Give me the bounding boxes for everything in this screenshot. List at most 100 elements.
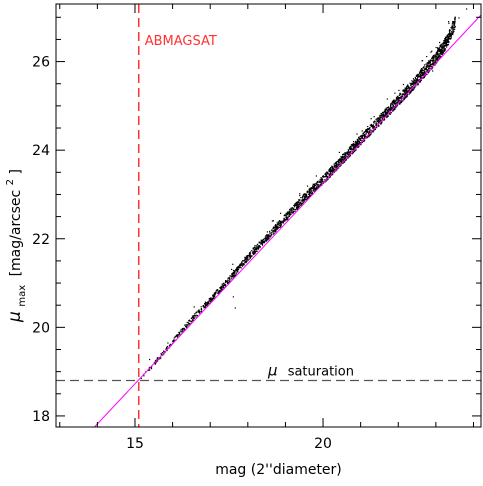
data-point (356, 142, 359, 144)
data-point (399, 97, 401, 99)
data-point (301, 200, 303, 202)
data-point (411, 80, 413, 82)
data-point (280, 224, 282, 226)
data-point (210, 300, 212, 302)
data-point (231, 276, 233, 278)
data-point-outlier (466, 8, 468, 10)
data-point (298, 205, 301, 207)
data-point (331, 167, 333, 169)
data-point (382, 116, 384, 118)
data-point (212, 296, 214, 298)
data-point (275, 226, 277, 228)
data-point (302, 194, 305, 196)
data-point (320, 180, 322, 183)
data-point (340, 161, 342, 163)
x-tick-label: 20 (314, 436, 332, 452)
data-point (356, 133, 358, 135)
data-point (247, 259, 249, 261)
data-point (353, 141, 355, 143)
data-point (256, 246, 258, 248)
data-point (387, 107, 389, 109)
data-point (444, 49, 446, 51)
data-point (444, 39, 446, 41)
data-point (361, 137, 363, 139)
data-point (420, 68, 423, 70)
data-point (263, 238, 265, 240)
data-point (309, 188, 311, 190)
data-point (244, 261, 247, 263)
data-point (177, 336, 179, 338)
data-point (417, 83, 419, 85)
data-point (213, 294, 215, 296)
data-point (367, 130, 369, 132)
data-point (361, 136, 363, 138)
data-point (331, 174, 333, 176)
data-point (193, 317, 195, 319)
data-point (387, 115, 389, 117)
data-point (422, 66, 424, 69)
data-point (442, 46, 444, 48)
data-point (217, 292, 219, 294)
data-point (279, 220, 281, 222)
data-point (181, 331, 183, 333)
data-point (381, 116, 383, 118)
data-point (364, 136, 366, 138)
data-point (341, 156, 343, 159)
data-point (331, 166, 333, 168)
data-point (296, 208, 298, 210)
data-point (429, 60, 431, 62)
data-point (371, 131, 374, 133)
data-point (229, 277, 231, 279)
data-point (435, 54, 437, 56)
data-point (414, 82, 417, 85)
data-point (267, 239, 269, 241)
data-point (174, 336, 177, 338)
data-point (343, 155, 345, 157)
data-point (439, 49, 441, 51)
data-point (428, 68, 430, 70)
data-point (155, 362, 157, 364)
data-point (332, 169, 334, 171)
data-point (297, 201, 299, 203)
data-point (339, 165, 341, 167)
data-point (405, 91, 407, 93)
data-point (306, 198, 308, 200)
data-point (217, 289, 219, 291)
data-point (384, 114, 386, 116)
data-point (348, 150, 350, 152)
data-point (360, 135, 362, 137)
data-point (426, 56, 428, 58)
data-point (430, 65, 432, 67)
data-point (253, 247, 255, 249)
data-point (338, 163, 340, 166)
data-point (307, 193, 309, 195)
data-point (315, 185, 317, 187)
data-point (400, 101, 403, 103)
data-point (261, 242, 263, 244)
data-point (176, 334, 179, 336)
data-point (393, 109, 395, 111)
data-point (411, 82, 413, 84)
data-point (192, 315, 194, 317)
data-point (376, 118, 378, 120)
data-point (379, 115, 381, 117)
data-point (370, 123, 372, 126)
data-point (385, 108, 388, 110)
data-point (266, 236, 268, 238)
data-point (290, 209, 292, 211)
data-point (406, 90, 408, 92)
data-point (297, 206, 300, 208)
data-point (389, 113, 391, 115)
data-point (399, 93, 401, 95)
data-point (453, 21, 455, 24)
data-point (324, 173, 326, 175)
data-point (433, 59, 435, 62)
data-point (372, 125, 374, 127)
data-point (326, 171, 328, 173)
data-point (377, 119, 379, 121)
data-point (372, 127, 374, 129)
data-point (345, 155, 347, 157)
data-point (442, 50, 444, 52)
mu-saturation-symbol: μ (267, 361, 278, 379)
data-point (266, 238, 268, 241)
